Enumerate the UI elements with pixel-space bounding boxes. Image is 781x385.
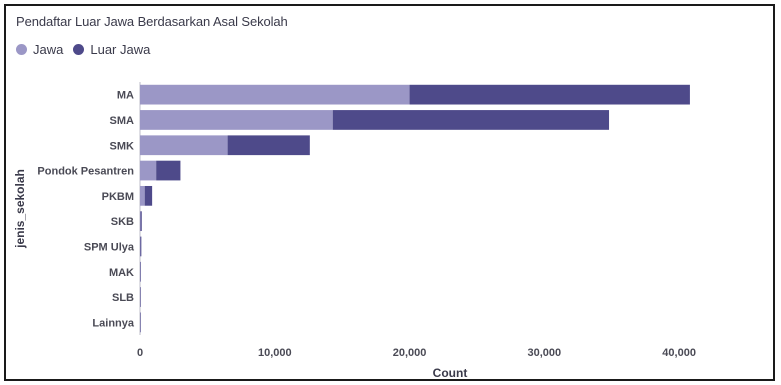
chart-title: Pendaftar Luar Jawa Berdasarkan Asal Sek… [16,14,288,29]
x-tick-label: 10,000 [258,347,292,359]
y-tick-label: SLB [112,292,134,304]
bar-luar-jawa [140,236,142,257]
legend-swatch-jawa [16,44,27,55]
bar-luar-jawa [156,160,181,181]
y-tick-label: Lainnya [92,317,134,329]
y-tick-label: SKB [111,216,134,228]
bar-jawa [140,110,333,130]
bar-luar-jawa [332,110,610,130]
bar-luar-jawa [409,84,690,105]
legend-label-jawa: Jawa [33,42,64,57]
chart-legend: Jawa Luar Jawa [16,42,160,57]
bar-jawa [140,135,228,156]
legend-item-jawa[interactable]: Jawa [16,42,63,57]
bar-luar-jawa [140,312,141,333]
y-tick-label: SMK [110,140,135,152]
x-axis-title: Count [433,366,468,380]
y-tick-label: MA [117,90,134,102]
bar-luar-jawa [144,185,153,206]
bar-jawa [140,84,410,105]
legend-swatch-luar-jawa [73,44,85,55]
y-tick-label: PKBM [102,191,134,203]
y-axis-title: jenis_sekolah [13,169,27,249]
x-tick-label: 30,000 [528,347,562,359]
bar-jawa [140,160,157,181]
x-tick-label: 40,000 [662,347,696,359]
bar-jawa [140,236,141,257]
bar-luar-jawa [227,135,310,156]
chart-frame [4,4,775,381]
y-tick-label: SMA [110,115,135,127]
legend-label-luar-jawa: Luar Jawa [90,42,151,57]
bar-luar-jawa [140,287,141,307]
bar-luar-jawa [140,261,141,282]
bar-luar-jawa [140,211,142,232]
bar-jawa [140,185,145,206]
x-tick-label: 0 [137,347,143,359]
bar-jawa [140,211,141,232]
y-tick-label: MAK [109,267,134,279]
y-tick-label: SPM Ulya [84,241,135,253]
legend-item-luar-jawa[interactable]: Luar Jawa [73,42,150,57]
x-tick-label: 20,000 [393,347,427,359]
y-tick-label: Pondok Pesantren [37,166,134,178]
